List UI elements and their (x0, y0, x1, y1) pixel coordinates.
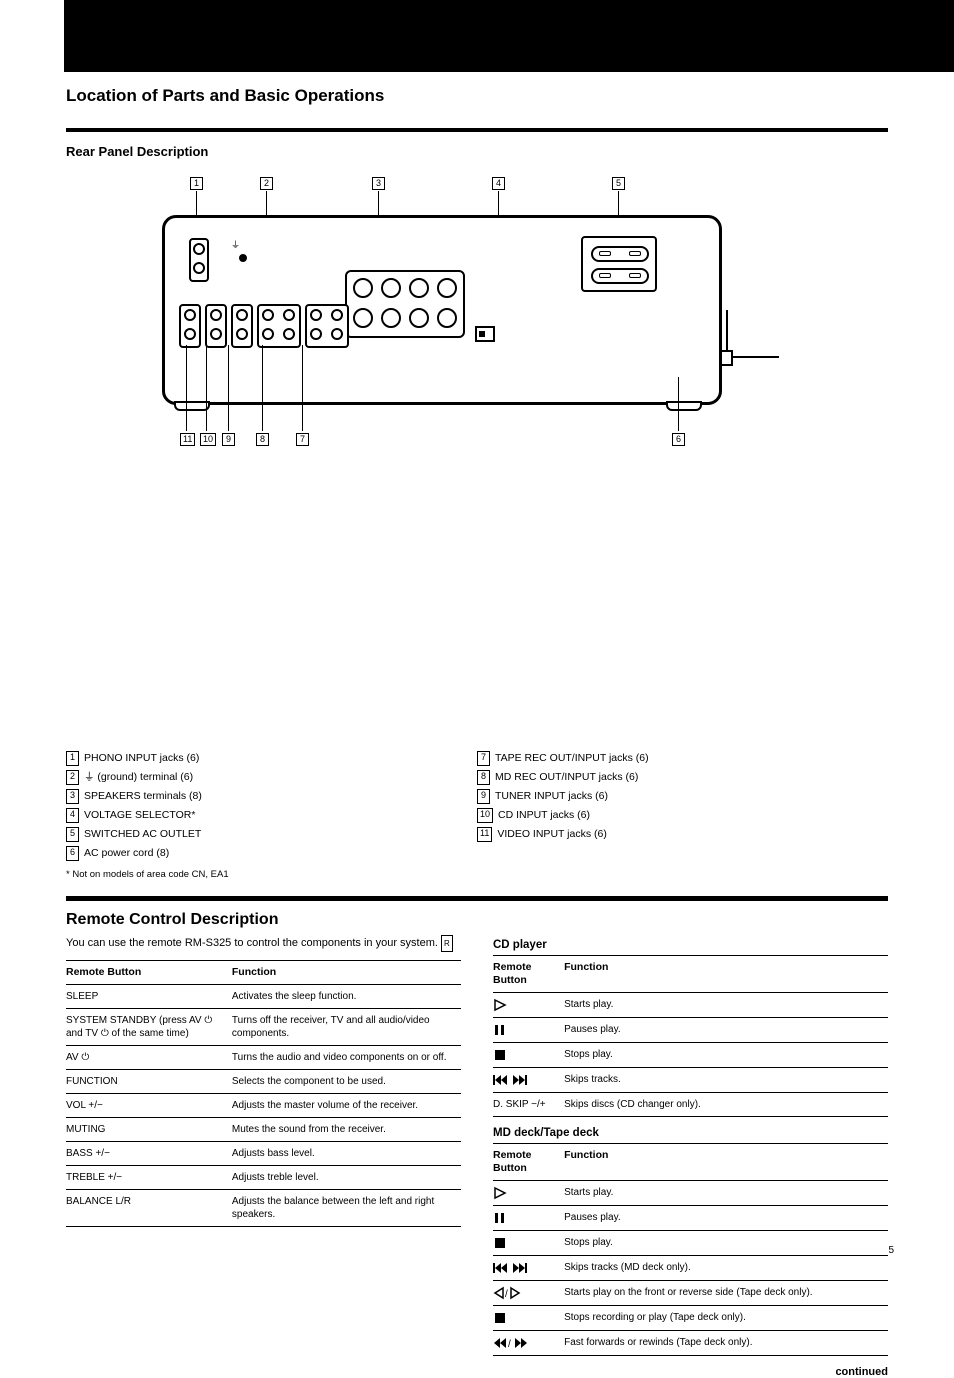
th-md-btn: Remote Button (493, 1149, 564, 1175)
table-row: Stops recording or play (Tape deck only)… (493, 1306, 888, 1331)
legend-item: 2⏚ (ground) terminal (6) (66, 770, 477, 785)
footnote: * Not on models of area code CN, EA1 (66, 869, 888, 880)
callout-6: 6 (672, 433, 685, 446)
table-row: Skips tracks. (493, 1068, 888, 1093)
table-row: MUTINGMutes the sound from the receiver. (66, 1118, 461, 1142)
transport-icon (493, 1211, 564, 1225)
table-row: Starts play. (493, 993, 888, 1018)
table-row: BASS +/−Adjusts bass level. (66, 1142, 461, 1166)
table-row: FUNCTIONSelects the component to be used… (66, 1070, 461, 1094)
r-badge: R (441, 935, 453, 952)
th-cd-func: Function (564, 961, 888, 987)
callout-5: 5 (612, 177, 625, 190)
transport-icon: D. SKIP −/+ (493, 1098, 564, 1111)
transport-icon (493, 1186, 564, 1200)
table-row: Pauses play. (493, 1018, 888, 1043)
transport-icon (493, 1236, 564, 1250)
legend-item: 5SWITCHED AC OUTLET (66, 827, 477, 842)
legend-item: 11VIDEO INPUT jacks (6) (477, 827, 888, 842)
page-number: 5 (888, 1245, 894, 1256)
callout-7: 7 (296, 433, 309, 446)
callout-11: 11 (180, 433, 195, 446)
callout-2: 2 (260, 177, 273, 190)
svg-text:/: / (508, 1339, 511, 1350)
table-row: /Fast forwards or rewinds (Tape deck onl… (493, 1331, 888, 1356)
table-row: AV ⏻Turns the audio and video components… (66, 1046, 461, 1070)
table-row: TREBLE +/−Adjusts treble level. (66, 1166, 461, 1190)
table-row: D. SKIP −/+Skips discs (CD changer only)… (493, 1093, 888, 1117)
legend-item: 4VOLTAGE SELECTOR* (66, 808, 477, 823)
th-cd-btn: Remote Button (493, 961, 564, 987)
transport-icon (493, 1073, 564, 1087)
legend-item: 10CD INPUT jacks (6) (477, 808, 888, 823)
th-function: Function (232, 966, 461, 979)
legend-item: 1PHONO INPUT jacks (6) (66, 751, 477, 766)
transport-icon (493, 998, 564, 1012)
table-row: SLEEPActivates the sleep function. (66, 985, 461, 1009)
section-divider-thick (66, 896, 888, 901)
transport-icon (493, 1311, 564, 1325)
table-row: Stops play. (493, 1231, 888, 1256)
device-chassis: ⏚ (162, 215, 722, 405)
transport-icon (493, 1048, 564, 1062)
callout-10: 10 (200, 433, 216, 446)
table-row: BALANCE L/RAdjusts the balance between t… (66, 1190, 461, 1227)
svg-text:/: / (505, 1289, 508, 1300)
th-md-func: Function (564, 1149, 888, 1175)
callout-9: 9 (222, 433, 235, 446)
table-row: Skips tracks (MD deck only). (493, 1256, 888, 1281)
th-button: Remote Button (66, 966, 232, 979)
legend-item: 3SPEAKERS terminals (8) (66, 789, 477, 804)
page-title: Location of Parts and Basic Operations (66, 86, 888, 106)
table-row: VOL +/−Adjusts the master volume of the … (66, 1094, 461, 1118)
callout-4: 4 (492, 177, 505, 190)
legend-item: 9TUNER INPUT jacks (6) (477, 789, 888, 804)
table-row: SYSTEM STANDBY (press AV ⏻ and TV ⏻ of t… (66, 1009, 461, 1046)
rear-panel-diagram: 1 2 3 4 5 ⏚ (162, 177, 782, 457)
transport-icon (493, 1261, 564, 1275)
legend-item: 7TAPE REC OUT/INPUT jacks (6) (477, 751, 888, 766)
remote-title: Remote Control Description (66, 911, 461, 929)
table-row: Pauses play. (493, 1206, 888, 1231)
remote-intro: You can use the remote RM-S325 to contro… (66, 935, 461, 952)
md-label: MD deck/Tape deck (493, 1127, 888, 1139)
legend-item: 6AC power cord (8) (66, 846, 477, 861)
table-row: /Starts play on the front or reverse sid… (493, 1281, 888, 1306)
rear-panel-title: Rear Panel Description (66, 144, 888, 159)
table-row: Starts play. (493, 1181, 888, 1206)
black-header-bar (64, 0, 954, 72)
md-table: Remote Button Function Starts play.Pause… (493, 1143, 888, 1356)
transport-icon (493, 1023, 564, 1037)
continued-label: continued (493, 1366, 888, 1378)
transport-icon: / (493, 1286, 564, 1300)
table-row: Stops play. (493, 1043, 888, 1068)
callout-3: 3 (372, 177, 385, 190)
callout-8: 8 (256, 433, 269, 446)
callout-1: 1 (190, 177, 203, 190)
remote-main-table: Remote Button Function SLEEPActivates th… (66, 960, 461, 1227)
cd-table: Remote Button Function Starts play.Pause… (493, 955, 888, 1117)
rear-panel-legend: 1PHONO INPUT jacks (6) 2⏚ (ground) termin… (66, 751, 888, 865)
section-divider (66, 128, 888, 132)
cd-label: CD player (493, 939, 888, 951)
transport-icon: / (493, 1336, 564, 1350)
legend-item: 8MD REC OUT/INPUT jacks (6) (477, 770, 888, 785)
